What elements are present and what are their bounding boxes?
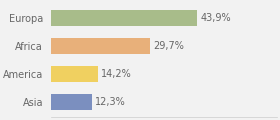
Bar bbox=[51, 10, 197, 26]
Text: 12,3%: 12,3% bbox=[95, 97, 126, 107]
Text: 14,2%: 14,2% bbox=[101, 69, 132, 79]
Bar bbox=[51, 94, 92, 110]
Bar bbox=[51, 38, 150, 54]
Text: 43,9%: 43,9% bbox=[200, 13, 231, 23]
Bar bbox=[51, 66, 98, 82]
Text: 29,7%: 29,7% bbox=[153, 41, 184, 51]
